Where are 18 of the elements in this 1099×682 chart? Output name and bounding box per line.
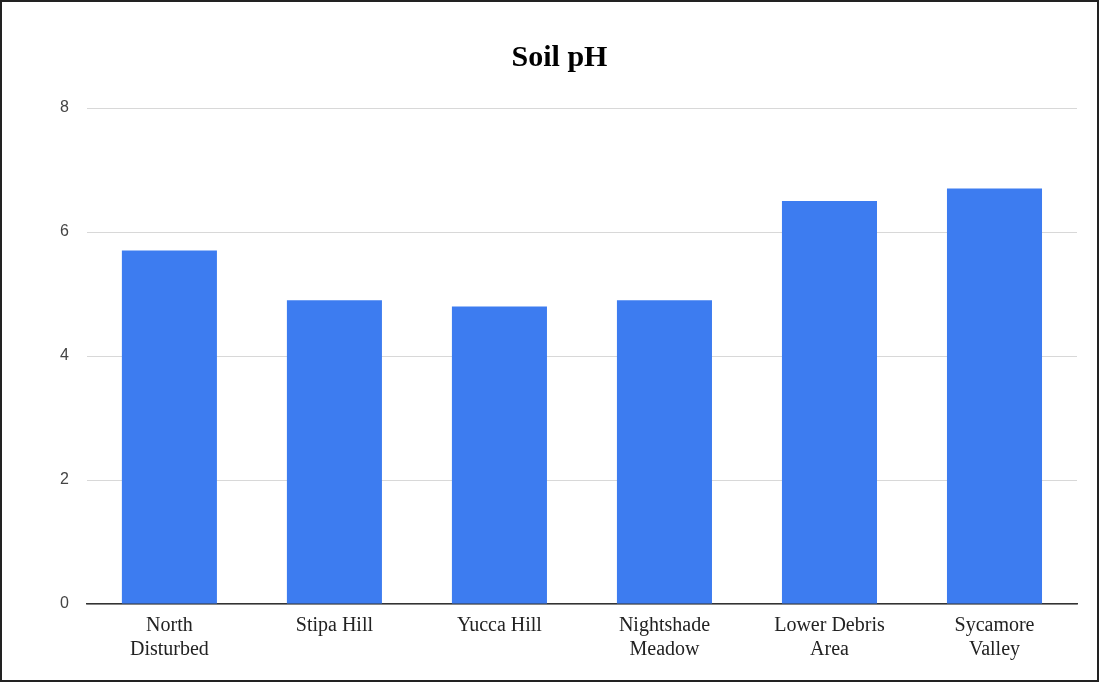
bar bbox=[121, 250, 217, 604]
bar bbox=[286, 300, 382, 604]
x-tick-label: Stipa Hill bbox=[295, 613, 374, 637]
y-tick-label: 0 bbox=[59, 594, 69, 612]
y-tick-label: 2 bbox=[59, 470, 69, 488]
x-tick-label: Nightshade Meadow bbox=[618, 613, 711, 660]
bar bbox=[616, 300, 712, 604]
bar bbox=[451, 306, 547, 604]
bar bbox=[781, 201, 877, 604]
x-tick-label: Lower Debris Area bbox=[774, 613, 885, 660]
y-tick-label: 6 bbox=[59, 222, 69, 240]
chart-title: Soil pH bbox=[511, 38, 608, 72]
x-tick-label: Yucca Hill bbox=[456, 613, 543, 636]
x-tick-label: Sycamore Valley bbox=[954, 613, 1035, 661]
bar bbox=[946, 188, 1043, 604]
y-tick-label: 4 bbox=[59, 346, 69, 364]
x-tick-label: North Disturbed bbox=[129, 613, 209, 660]
y-tick-label: 8 bbox=[59, 98, 69, 116]
